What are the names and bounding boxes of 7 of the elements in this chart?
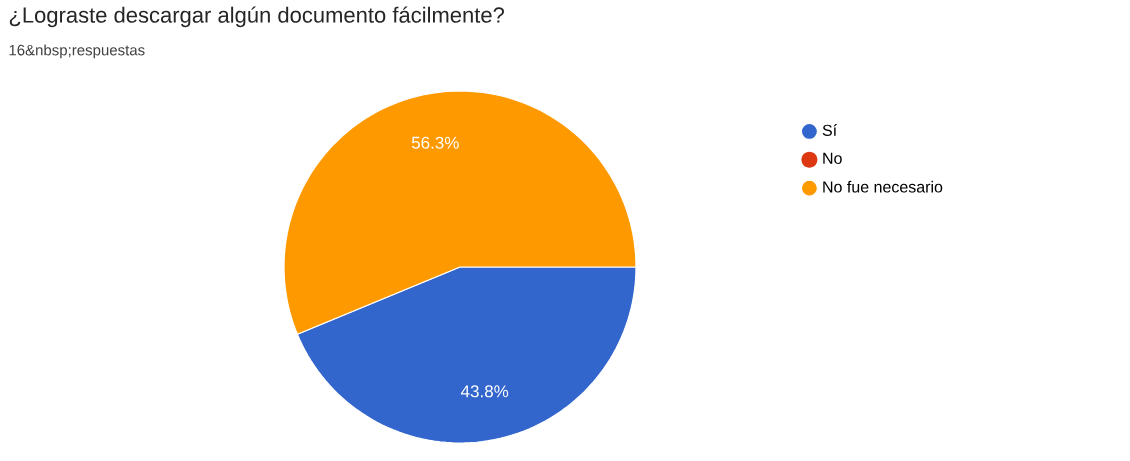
text: 16&nbsp;respuestas	[9, 44, 145, 59]
data-label: 43.8%	[460, 385, 509, 398]
legend-label: No	[823, 152, 842, 164]
chart-title: ¿Lograste descargar algún documento fácilmente?	[9, 6, 505, 28]
legend-label: Sí	[822, 124, 838, 136]
data-label: 56.3%	[411, 136, 459, 149]
legend-label: No fue necesario	[823, 180, 943, 193]
